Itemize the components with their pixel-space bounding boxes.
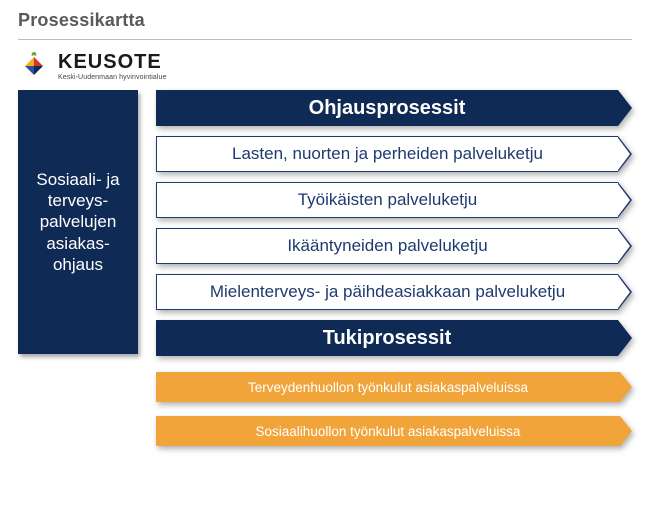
title-divider — [18, 39, 632, 40]
arrow-ohjausprosessit: Ohjausprosessit — [156, 90, 632, 126]
arrow-label: Ohjausprosessit — [309, 97, 466, 120]
logo-tagline: Keski-Uudenmaan hyvinvointialue — [58, 74, 167, 81]
arrow-label: Sosiaalihuollon työnkulut asiakaspalvelu… — [256, 424, 521, 439]
left-guidance-label: Sosiaali- ja terveys- palvelujen asiakas… — [24, 169, 132, 275]
keusote-logo-icon — [18, 50, 50, 82]
arrow-label: Terveydenhuollon työnkulut asiakaspalvel… — [248, 380, 528, 395]
arrow-service-chain-1: Lasten, nuorten ja perheiden palveluketj… — [156, 136, 632, 172]
arrow-tukiprosessit: Tukiprosessit — [156, 320, 632, 356]
logo: KEUSOTE Keski-Uudenmaan hyvinvointialue — [18, 50, 632, 82]
arrow-service-chain-4: Mielenterveys- ja päihdeasiakkaan palvel… — [156, 274, 632, 310]
page-title: Prosessikartta — [18, 10, 632, 31]
logo-name: KEUSOTE — [58, 52, 167, 72]
arrow-workflow-social: Sosiaalihuollon työnkulut asiakaspalvelu… — [156, 416, 632, 446]
arrow-label: Tukiprosessit — [323, 327, 452, 350]
left-guidance-box: Sosiaali- ja terveys- palvelujen asiakas… — [18, 90, 138, 354]
arrow-label: Työikäisten palveluketju — [298, 190, 478, 210]
arrow-service-chain-3: Ikääntyneiden palveluketju — [156, 228, 632, 264]
arrow-label: Ikääntyneiden palveluketju — [287, 236, 487, 256]
process-map-diagram: Sosiaali- ja terveys- palvelujen asiakas… — [18, 90, 632, 446]
arrow-label: Lasten, nuorten ja perheiden palveluketj… — [232, 144, 543, 164]
arrow-label: Mielenterveys- ja päihdeasiakkaan palvel… — [210, 282, 565, 302]
arrow-workflow-health: Terveydenhuollon työnkulut asiakaspalvel… — [156, 372, 632, 402]
arrow-service-chain-2: Työikäisten palveluketju — [156, 182, 632, 218]
